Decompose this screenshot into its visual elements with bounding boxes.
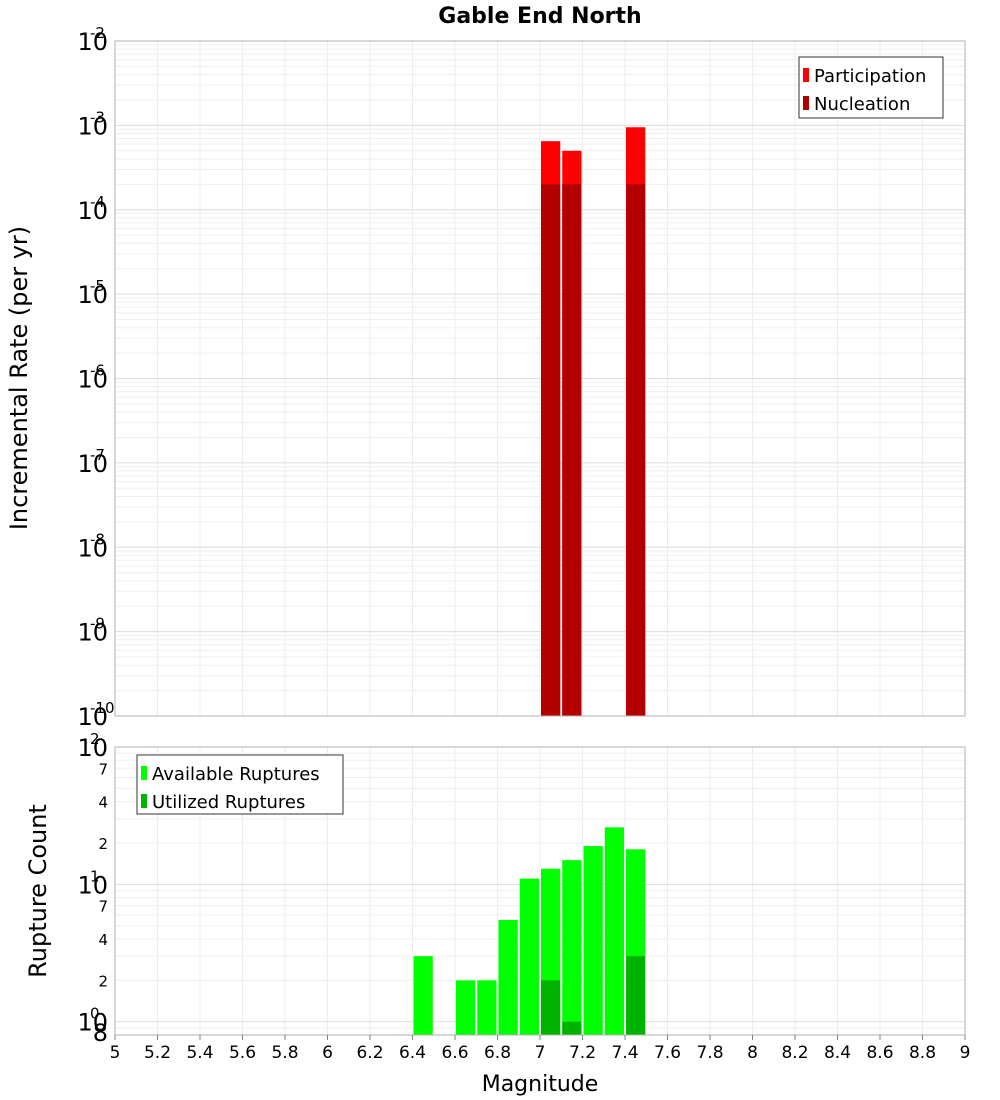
bottom-y-tick-label: 10 <box>77 871 108 899</box>
top-y-tick-exponent: -3 <box>90 108 105 126</box>
bottom-y-tick-exponent: 1 <box>90 867 100 885</box>
legend-box <box>136 754 344 815</box>
bottom-plot-bars <box>413 827 646 1035</box>
top-bar-nucleation <box>562 184 582 717</box>
x-tick-label: 8.2 <box>781 1043 808 1063</box>
x-tick-label: 6.2 <box>356 1043 383 1063</box>
top-bar-nucleation <box>626 184 646 717</box>
x-tick-label: 7.8 <box>696 1043 723 1063</box>
bottom-bar-utilized-ruptures <box>562 1021 582 1035</box>
x-tick-label: 8 <box>747 1043 758 1063</box>
bottom-y-tick-exponent: 0 <box>90 1005 100 1023</box>
top-y-tick-label: 10 <box>77 281 108 309</box>
bottom-bar-utilized-ruptures <box>626 956 646 1035</box>
bottom-bar-available-ruptures <box>498 920 518 1035</box>
top-plot-grid <box>114 41 966 717</box>
top-bar-nucleation <box>541 184 561 717</box>
legend-entry: Available Ruptures <box>152 764 320 785</box>
bottom-y-minor-tick-label: 7 <box>98 760 108 778</box>
x-tick-label: 7.2 <box>569 1043 596 1063</box>
top-legend: Participation Nucleation <box>798 56 944 119</box>
x-tick-label: 6 <box>322 1043 333 1063</box>
bottom-y-minor-tick-label: 7 <box>98 898 108 916</box>
top-plot-frame <box>114 40 966 717</box>
legend-entry: Utilized Ruptures <box>152 792 305 813</box>
legend-swatch <box>141 766 147 780</box>
x-tick-label: 5.2 <box>144 1043 171 1063</box>
x-tick-label: 5.4 <box>186 1043 213 1063</box>
top-y-tick-exponent: -6 <box>90 362 105 380</box>
x-tick-label: 9 <box>960 1043 971 1063</box>
chart-title: Gable End North <box>438 4 641 29</box>
bottom-y-minor-tick-label: 4 <box>98 794 108 812</box>
bottom-bar-available-ruptures <box>477 980 497 1035</box>
bottom-y-minor-tick-label: 2 <box>98 835 108 853</box>
legend-entry: Participation <box>814 66 926 87</box>
legend-entry: Nucleation <box>814 94 910 115</box>
top-y-tick-label: 10 <box>77 366 108 394</box>
x-axis-ticks: 5 5.2 5.4 5.6 5.8 6 6.2 6.4 6.6 6.8 7 7.2 7.4 7.6 7.8 8… <box>110 1035 971 1063</box>
top-y-tick-exponent: -5 <box>90 277 105 295</box>
bottom-y-axis-label: Rupture Count <box>24 804 52 978</box>
top-y-tick-exponent: -2 <box>90 24 105 42</box>
top-y-tick-label: 10 <box>77 534 108 562</box>
top-plot-bars <box>541 127 646 717</box>
x-tick-label: 6.6 <box>441 1043 468 1063</box>
bottom-bar-available-ruptures <box>604 827 624 1035</box>
top-y-tick-label: 10 <box>77 197 108 225</box>
x-tick-label: 5 <box>110 1043 121 1063</box>
top-y-tick-label: 10 <box>77 450 108 478</box>
legend-swatch <box>803 96 809 110</box>
top-y-tick-label: 10 <box>77 703 108 731</box>
x-tick-label: 8.8 <box>909 1043 936 1063</box>
bottom-y-minor-tick-label: 4 <box>98 931 108 949</box>
x-tick-label: 7.6 <box>654 1043 681 1063</box>
bottom-y-minor-tick-label: 2 <box>98 972 108 990</box>
bottom-y-minor-tick-label: 8 <box>93 1019 108 1047</box>
x-tick-label: 6.4 <box>399 1043 426 1063</box>
bottom-y-tick-label: 10 <box>77 734 108 762</box>
top-y-tick-exponent: -8 <box>90 530 105 548</box>
x-tick-label: 5.6 <box>229 1043 256 1063</box>
bottom-bar-utilized-ruptures <box>541 980 561 1035</box>
x-tick-label: 8.6 <box>866 1043 893 1063</box>
bottom-bar-available-ruptures <box>456 980 476 1035</box>
bottom-bar-available-ruptures <box>519 878 539 1035</box>
bottom-bar-available-ruptures <box>583 846 603 1035</box>
x-tick-label: 8.4 <box>824 1043 851 1063</box>
top-y-tick-exponent: -10 <box>90 699 115 717</box>
x-tick-label: 7 <box>535 1043 546 1063</box>
bottom-bar-available-ruptures <box>562 860 582 1035</box>
x-tick-label: 7.4 <box>611 1043 638 1063</box>
legend-swatch <box>141 794 147 808</box>
x-tick-label: 6.8 <box>484 1043 511 1063</box>
top-y-tick-exponent: -7 <box>90 446 105 464</box>
bottom-legend: Available Ruptures Utilized Ruptures <box>136 754 344 815</box>
top-y-tick-exponent: -9 <box>90 615 105 633</box>
x-axis-label: Magnitude <box>482 1072 599 1097</box>
top-y-axis-label: Incremental Rate (per yr) <box>5 226 33 530</box>
top-y-tick-label: 10 <box>77 112 108 140</box>
bottom-bar-available-ruptures <box>413 956 433 1035</box>
bottom-y-tick-label: 10 <box>77 1009 108 1037</box>
legend-box <box>798 56 944 119</box>
top-y-tick-label: 10 <box>77 28 108 56</box>
x-tick-label: 5.8 <box>271 1043 298 1063</box>
bottom-y-tick-exponent: 2 <box>90 730 100 748</box>
legend-swatch <box>803 68 809 82</box>
top-y-tick-label: 10 <box>77 619 108 647</box>
top-y-tick-exponent: -4 <box>90 193 105 211</box>
